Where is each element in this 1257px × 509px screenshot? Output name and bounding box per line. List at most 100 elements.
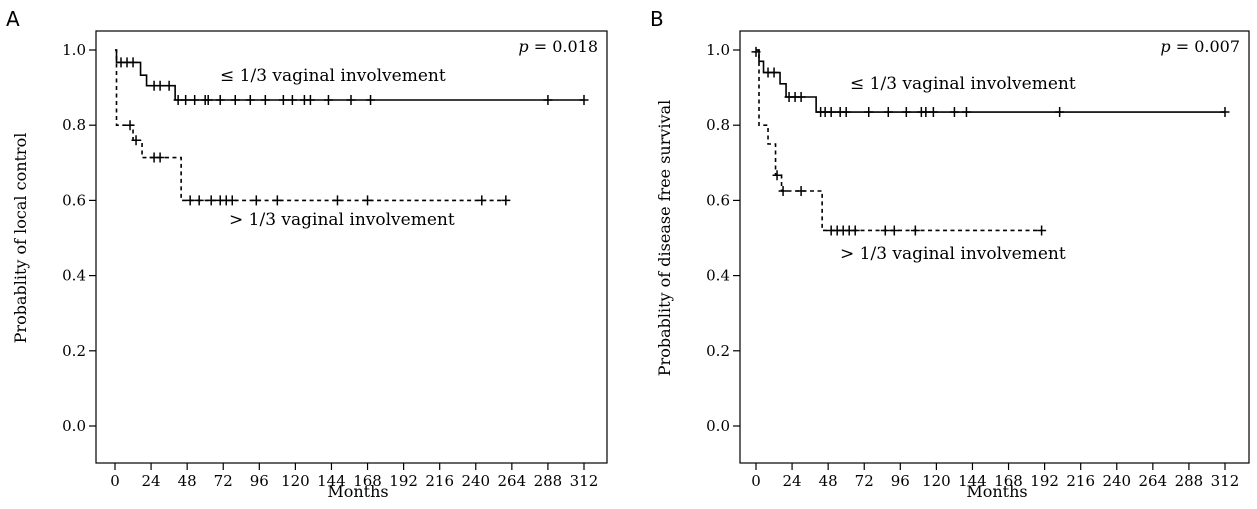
panel-a-frame bbox=[95, 30, 608, 464]
x-tick-label-13: 312 bbox=[570, 472, 599, 490]
panel-b-p-number: = 0.007 bbox=[1171, 37, 1240, 56]
x-tick-label-7: 168 bbox=[353, 472, 382, 490]
x-tick-label-6: 144 bbox=[317, 472, 346, 490]
x-tick-label-5: 120 bbox=[281, 472, 310, 490]
censor-mark-1-14 bbox=[477, 195, 487, 206]
censor-mark-0-5 bbox=[164, 80, 174, 91]
panel-a-y-axis-title: Probablity of local control bbox=[11, 133, 30, 344]
y-tick-label-3: 0.6 bbox=[706, 191, 730, 209]
censor-mark-0-4 bbox=[155, 80, 165, 91]
panel-a-p-symbol: p bbox=[518, 37, 528, 56]
censor-mark-0-20 bbox=[346, 95, 356, 106]
censor-mark-0-10 bbox=[841, 107, 851, 118]
panel-a-label-le-third: ≤ 1/3 vaginal involvement bbox=[220, 66, 446, 86]
y-tick-label-0: 0.0 bbox=[62, 417, 86, 435]
censor-mark-0-12 bbox=[230, 95, 240, 106]
x-tick-label-5: 120 bbox=[922, 472, 951, 490]
y-tick-label-0: 0.0 bbox=[706, 417, 730, 435]
censor-mark-0-13 bbox=[245, 95, 255, 106]
censor-mark-0-20 bbox=[1220, 107, 1230, 118]
censor-mark-0-12 bbox=[883, 107, 893, 118]
x-tick-label-0: 0 bbox=[751, 472, 761, 490]
censor-mark-0-14 bbox=[260, 95, 270, 106]
censor-mark-1-7 bbox=[850, 225, 860, 236]
y-tick-label-1: 0.2 bbox=[62, 342, 86, 360]
censor-mark-0-19 bbox=[1055, 107, 1065, 118]
panel-a-label-gt-third: > 1/3 vaginal involvement bbox=[229, 210, 455, 230]
x-tick-label-4: 96 bbox=[250, 472, 269, 490]
y-tick-label-4: 0.8 bbox=[62, 116, 86, 134]
panel-a-y-ticks: 0.0 0.2 0.4 0.6 0.8 1.0 bbox=[62, 41, 96, 435]
censor-mark-0-15 bbox=[278, 95, 288, 106]
censor-mark-1-12 bbox=[332, 195, 342, 206]
y-tick-label-2: 0.4 bbox=[62, 267, 86, 285]
censor-mark-0-5 bbox=[796, 92, 806, 102]
censor-mark-1-1 bbox=[131, 135, 141, 146]
censor-mark-0-2 bbox=[128, 57, 138, 68]
censor-mark-1-15 bbox=[501, 195, 511, 206]
censor-mark-1-4 bbox=[185, 195, 195, 206]
censor-mark-0-13 bbox=[901, 107, 911, 118]
censor-mark-0-0 bbox=[751, 46, 761, 57]
y-tick-label-4: 0.8 bbox=[706, 116, 730, 134]
panel-a-p-value: p = 0.018 bbox=[518, 37, 598, 56]
x-tick-label-6: 144 bbox=[958, 472, 987, 490]
panel-a-curves bbox=[115, 49, 589, 206]
censor-mark-1-0 bbox=[125, 120, 135, 131]
censor-mark-0-17 bbox=[949, 107, 959, 118]
panel-b-x-axis-title: Months bbox=[966, 482, 1027, 501]
x-tick-label-7: 168 bbox=[994, 472, 1023, 490]
panel-b-y-ticks: 0.0 0.2 0.4 0.6 0.8 1.0 bbox=[706, 41, 740, 435]
censor-mark-1-5 bbox=[194, 195, 204, 206]
censor-mark-0-10 bbox=[203, 95, 213, 106]
x-tick-label-9: 216 bbox=[425, 472, 454, 490]
censor-mark-1-9 bbox=[227, 195, 237, 206]
censor-mark-1-11 bbox=[1037, 225, 1047, 236]
x-tick-label-0: 0 bbox=[110, 472, 120, 490]
panel-b-x-ticks: 0 24 48 72 96 120 144 168 192 216 240 264 288 312 bbox=[751, 463, 1239, 490]
panel-a-letter: A bbox=[6, 7, 20, 31]
y-tick-label-1: 0.2 bbox=[706, 342, 730, 360]
panel-a-x-ticks: 0 24 48 72 96 120 144 168 192 216 240 264 288 312 bbox=[110, 463, 598, 490]
y-tick-label-5: 1.0 bbox=[62, 41, 86, 59]
panel-b-p-value: p = 0.007 bbox=[1160, 37, 1240, 56]
x-tick-label-12: 288 bbox=[534, 472, 563, 490]
x-tick-label-12: 288 bbox=[1175, 472, 1204, 490]
x-tick-label-10: 240 bbox=[1102, 472, 1131, 490]
x-tick-label-2: 48 bbox=[819, 472, 838, 490]
censor-mark-0-11 bbox=[864, 107, 874, 118]
x-tick-label-13: 312 bbox=[1211, 472, 1240, 490]
panel-b-label-gt-third: > 1/3 vaginal involvement bbox=[840, 244, 1066, 264]
censor-mark-0-18 bbox=[305, 95, 315, 106]
panel-b-y-axis-title: Probablity of disease free survival bbox=[655, 100, 674, 376]
x-tick-label-4: 96 bbox=[891, 472, 910, 490]
panel-a-x-axis-title: Months bbox=[327, 482, 388, 501]
panel-b-p-symbol: p bbox=[1160, 37, 1170, 56]
censor-mark-0-16 bbox=[287, 95, 297, 106]
panel-b-label-le-third: ≤ 1/3 vaginal involvement bbox=[850, 74, 1076, 94]
censor-mark-1-0 bbox=[772, 170, 782, 181]
panel-a-p-number: = 0.018 bbox=[529, 37, 598, 56]
censor-mark-1-6 bbox=[206, 195, 216, 206]
censor-mark-1-3 bbox=[155, 152, 165, 163]
censor-mark-0-7 bbox=[181, 95, 191, 106]
x-tick-label-1: 24 bbox=[783, 472, 802, 490]
km-curve-le-third bbox=[756, 49, 1225, 113]
censor-mark-1-8 bbox=[880, 225, 890, 236]
panel-a: A 0 24 48 72 96 120 144 168 192 216 240 264 288 312 0… bbox=[6, 7, 608, 501]
censor-mark-0-22 bbox=[543, 95, 553, 106]
panel-b: B 0 24 48 72 96 120 144 168 192 216 240 264 288 312 0… bbox=[650, 7, 1250, 501]
y-tick-label-2: 0.4 bbox=[706, 267, 730, 285]
x-tick-label-10: 240 bbox=[461, 472, 490, 490]
x-tick-label-11: 264 bbox=[1139, 472, 1168, 490]
panel-b-letter: B bbox=[650, 7, 664, 31]
censor-mark-0-18 bbox=[961, 107, 971, 118]
censor-mark-0-15 bbox=[921, 107, 931, 118]
y-tick-label-3: 0.6 bbox=[62, 191, 86, 209]
censor-mark-1-13 bbox=[363, 195, 373, 206]
censor-mark-1-2 bbox=[796, 186, 806, 196]
censor-mark-0-16 bbox=[928, 107, 938, 118]
x-tick-label-8: 192 bbox=[1030, 472, 1059, 490]
y-tick-label-5: 1.0 bbox=[706, 41, 730, 59]
